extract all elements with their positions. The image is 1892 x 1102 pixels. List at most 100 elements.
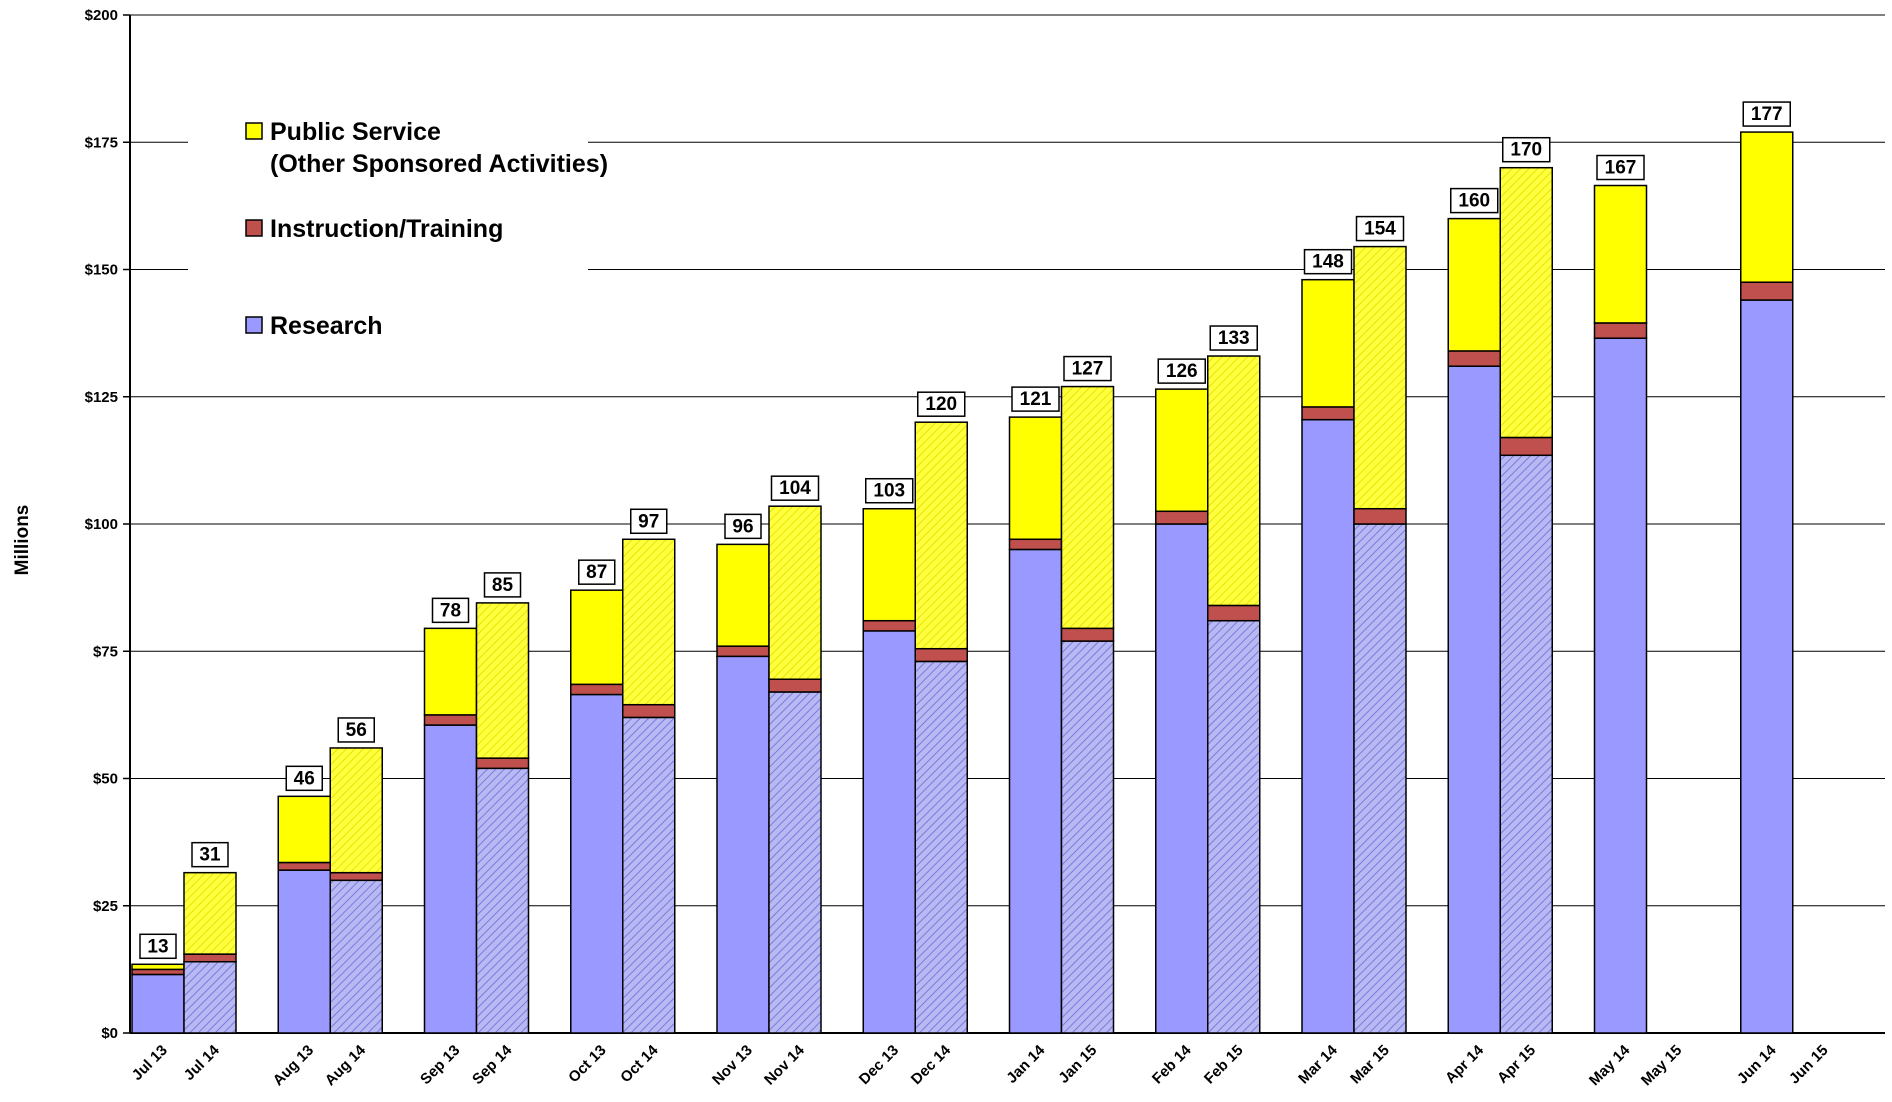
- bar-segment-research: [1060, 640, 1115, 1034]
- x-tick-label: Oct 13: [565, 1042, 609, 1086]
- x-tick-label: Mar 15: [1347, 1042, 1393, 1088]
- bar-segment-instruction: [131, 968, 185, 976]
- bar-segment-instruction: [716, 645, 770, 658]
- x-tick-label: Jul 13: [129, 1042, 171, 1084]
- total-label: 167: [1605, 158, 1637, 179]
- x-tick-label: Feb 15: [1201, 1042, 1247, 1088]
- bar-segment-research: [1008, 548, 1063, 1034]
- bar-segment-public: [768, 505, 822, 680]
- bar-segment-public: [1155, 388, 1209, 513]
- total-label: 154: [1364, 219, 1396, 240]
- bar-segment-research: [1740, 299, 1794, 1034]
- bar-segment-research: [475, 767, 530, 1034]
- x-tick-label: Jun 14: [1734, 1041, 1780, 1087]
- total-label: 46: [294, 768, 315, 789]
- y-axis-label: Millions: [12, 505, 33, 576]
- total-label-box: [1157, 358, 1206, 384]
- total-label: 56: [346, 720, 367, 741]
- bar-segment-public: [423, 627, 478, 716]
- y-tick-label: $125: [85, 389, 118, 406]
- bar-segment-public: [862, 507, 916, 622]
- total-label: 127: [1072, 359, 1104, 380]
- bar-segment-public: [183, 871, 237, 955]
- bar-segment-public: [1353, 245, 1407, 510]
- x-tick-label: Apr 14: [1442, 1041, 1487, 1086]
- total-label: 87: [586, 562, 607, 583]
- total-label: 148: [1312, 252, 1344, 273]
- legend-swatch-instruction-training: [245, 219, 263, 237]
- bar-segment-research: [1593, 337, 1648, 1034]
- total-label-box: [483, 572, 522, 598]
- legend-swatch-public-service: [245, 122, 263, 140]
- bar-segment-instruction: [622, 703, 676, 719]
- bar-segment-research: [1155, 523, 1209, 1034]
- bar-segment-public: [914, 421, 968, 650]
- bar-segment-public: [622, 538, 676, 706]
- y-tick-label: $100: [85, 516, 118, 533]
- total-label-box: [865, 477, 914, 504]
- bar-segment-research: [622, 716, 676, 1034]
- x-tick-label: Oct 14: [617, 1041, 662, 1086]
- bar-segment-instruction: [1593, 322, 1648, 339]
- x-tick-label: Nov 13: [709, 1042, 756, 1089]
- bar-segment-research: [131, 973, 185, 1034]
- total-label-box: [285, 765, 323, 792]
- total-label: 160: [1458, 191, 1490, 212]
- bar-segment-public: [1008, 416, 1063, 541]
- x-tick-label: Feb 14: [1149, 1041, 1195, 1087]
- x-tick-label: Jun 15: [1786, 1042, 1832, 1088]
- bar-segment-instruction: [570, 683, 624, 696]
- y-tick-label: $0: [101, 1025, 118, 1042]
- total-label-box: [578, 559, 616, 585]
- x-tick-label: Aug 14: [322, 1041, 370, 1089]
- bar-segment-public: [1060, 385, 1115, 630]
- y-tick-label: $175: [85, 134, 118, 151]
- bar-segment-research: [914, 660, 968, 1034]
- x-tick-label: Dec 14: [908, 1041, 955, 1088]
- bar-segment-research: [1499, 454, 1553, 1034]
- x-tick-label: Mar 14: [1295, 1041, 1341, 1087]
- bar-segment-public: [131, 963, 185, 971]
- total-label: 177: [1751, 104, 1783, 125]
- bar-segment-instruction: [329, 871, 383, 882]
- total-label: 133: [1218, 328, 1250, 349]
- bar-segment-public: [716, 543, 770, 647]
- bar-segment-instruction: [1740, 281, 1794, 301]
- total-label: 121: [1020, 389, 1052, 410]
- x-tick-label: Sep 14: [469, 1041, 516, 1088]
- legend-label-public-service-detail: (Other Sponsored Activities): [270, 150, 608, 178]
- bar-segment-instruction: [1008, 538, 1063, 551]
- total-label: 120: [925, 394, 957, 415]
- bar-segment-instruction: [423, 714, 478, 726]
- bar-segment-instruction: [1060, 627, 1115, 642]
- bar-segment-research: [570, 693, 624, 1034]
- bar-segment-instruction: [768, 678, 822, 693]
- bar-segment-public: [1593, 184, 1648, 324]
- bar-segment-public: [1499, 166, 1553, 439]
- bar-segment-research: [1207, 619, 1261, 1034]
- bar-segment-instruction: [1301, 406, 1355, 421]
- total-label-box: [917, 391, 966, 417]
- total-label-box: [1209, 325, 1258, 351]
- total-label: 103: [873, 481, 905, 502]
- bar-segment-public: [277, 795, 331, 864]
- legend-label-instruction-training: Instruction/Training: [270, 215, 503, 243]
- total-label-box: [1063, 355, 1112, 382]
- bar-segment-research: [1353, 523, 1407, 1034]
- bar-segment-research: [862, 630, 916, 1034]
- bar-segment-research: [768, 691, 822, 1034]
- bar-segment-instruction: [862, 619, 916, 632]
- y-tick-label: $75: [93, 643, 118, 660]
- legend-swatch-research: [245, 316, 263, 334]
- bar-segment-instruction: [277, 861, 331, 871]
- total-label-box: [1303, 248, 1353, 275]
- total-label: 96: [732, 516, 753, 537]
- total-label-box: [1742, 101, 1791, 127]
- bar-segment-public: [1447, 217, 1501, 352]
- x-tick-label: Jan 14: [1003, 1041, 1049, 1087]
- total-label-box: [724, 513, 762, 540]
- bar-segment-public: [1740, 131, 1794, 283]
- bar-segment-research: [423, 724, 478, 1034]
- total-label-box: [1355, 215, 1405, 242]
- bar-segment-public: [1207, 355, 1261, 607]
